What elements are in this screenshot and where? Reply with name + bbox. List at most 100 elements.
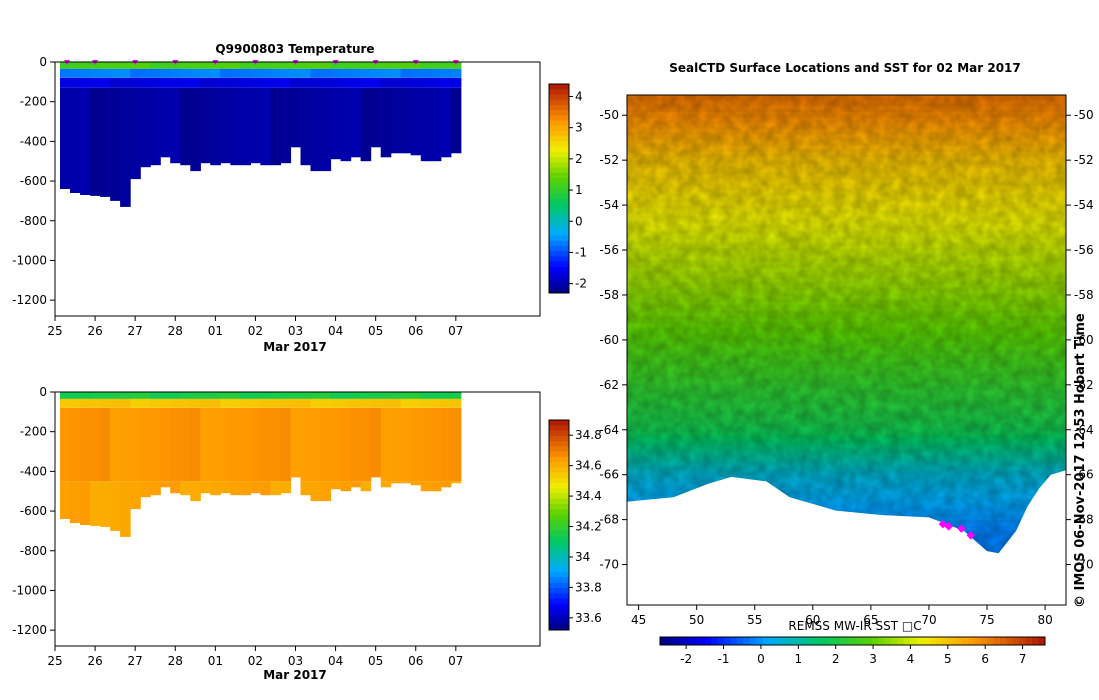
section-cell xyxy=(450,77,462,88)
salinity-y-axis: 0 -200 -400 -600 -800 -1000 -1200 xyxy=(12,385,55,637)
colorbar-segment xyxy=(549,514,569,521)
colorbar-segment xyxy=(549,178,569,184)
section-cell xyxy=(430,68,442,78)
colorbar-tick-label: 34.4 xyxy=(575,489,602,503)
section-cell xyxy=(250,68,261,78)
section-cell xyxy=(360,407,372,482)
colorbar-segment xyxy=(711,637,719,645)
section-cell xyxy=(120,407,131,482)
section-cell xyxy=(200,62,211,69)
lat-tick-label-right: -56 xyxy=(1074,243,1094,257)
colorbar-segment xyxy=(549,572,569,578)
colorbar-segment xyxy=(549,266,569,273)
x-tick-label: 28 xyxy=(168,324,183,338)
section-cell xyxy=(200,392,211,399)
colorbar-segment xyxy=(549,603,569,610)
section-cell xyxy=(390,87,402,154)
colorbar-segment xyxy=(935,637,943,645)
lat-tick-label-right: -68 xyxy=(1074,513,1094,527)
section-cell xyxy=(160,62,171,69)
colorbar-segment xyxy=(987,637,995,645)
colorbar-segment xyxy=(549,619,569,626)
section-cell xyxy=(320,392,332,399)
x-tick-label: 27 xyxy=(128,654,143,668)
colorbar-segment xyxy=(549,230,569,236)
y-tick-label: -200 xyxy=(20,95,47,109)
section-cell xyxy=(310,77,322,88)
colorbar-tick-label: 34 xyxy=(575,550,590,564)
colorbar-frame xyxy=(548,83,570,294)
section-cell xyxy=(270,398,281,408)
section-cell xyxy=(280,392,292,399)
section-cell xyxy=(180,398,191,408)
temperature-title: Q9900803 Temperature xyxy=(215,42,374,56)
section-cell xyxy=(180,62,191,69)
colorbar-segment xyxy=(910,637,918,645)
y-tick-label: -1200 xyxy=(12,293,47,307)
section-cell xyxy=(220,62,231,69)
section-cell xyxy=(200,398,211,408)
section-cell xyxy=(260,407,271,482)
section-cell xyxy=(230,392,241,399)
section-cell xyxy=(170,62,181,69)
section-cell xyxy=(420,481,432,492)
section-cell xyxy=(330,77,342,88)
section-cell xyxy=(260,398,271,408)
section-cell xyxy=(350,77,362,88)
colorbar-segment xyxy=(1012,637,1020,645)
section-cell xyxy=(230,68,241,78)
section-cell xyxy=(400,62,412,69)
colorbar-segment xyxy=(549,167,569,174)
section-cell xyxy=(210,392,221,399)
section-cell xyxy=(250,398,261,408)
section-cell xyxy=(90,481,101,526)
section-cell xyxy=(80,62,91,69)
colorbar-segment xyxy=(743,637,751,645)
section-cell xyxy=(110,398,121,408)
colorbar-segment xyxy=(801,637,808,645)
section-cell xyxy=(250,77,261,88)
section-cell xyxy=(410,481,422,486)
section-cell xyxy=(70,77,81,88)
section-cell xyxy=(290,392,302,399)
colorbar-segment xyxy=(884,637,892,645)
section-cell xyxy=(420,398,432,408)
y-tick-label: -400 xyxy=(20,464,47,478)
y-tick-label: 0 xyxy=(39,385,47,399)
salinity-section-cells xyxy=(60,392,462,537)
section-cell xyxy=(260,87,271,166)
section-cell xyxy=(60,392,71,399)
section-cell xyxy=(220,407,231,482)
colorbar-segment xyxy=(692,637,699,645)
section-cell xyxy=(400,392,412,399)
colorbar-segment xyxy=(549,609,569,615)
section-cell xyxy=(140,481,151,498)
section-cell xyxy=(370,407,382,478)
section-cell xyxy=(60,62,71,69)
colorbar-tick-label: 4 xyxy=(907,652,915,666)
sst-map-panel: SealCTD Surface Locations and SST for 02… xyxy=(599,61,1093,666)
section-cell xyxy=(80,68,91,78)
section-cell xyxy=(70,392,81,399)
colorbar-segment xyxy=(807,637,815,645)
section-cell xyxy=(280,87,292,164)
section-cell xyxy=(100,392,111,399)
colorbar-segment xyxy=(993,637,1001,645)
section-cell xyxy=(410,77,422,88)
colorbar-segment xyxy=(549,246,569,252)
section-cell xyxy=(170,77,181,88)
section-cell xyxy=(70,481,81,523)
section-cell xyxy=(320,87,332,172)
x-tick-label: 03 xyxy=(288,654,303,668)
section-cell xyxy=(410,407,422,482)
colorbar-segment xyxy=(549,141,569,148)
colorbar-segment xyxy=(549,235,569,242)
colorbar-segment xyxy=(549,162,569,168)
section-cell xyxy=(140,77,151,88)
section-cell xyxy=(380,392,392,399)
section-cell xyxy=(200,77,211,88)
section-cell xyxy=(450,87,462,154)
colorbar-segment xyxy=(871,637,879,645)
section-cell xyxy=(180,77,191,88)
lat-tick-label-right: -62 xyxy=(1074,378,1094,392)
